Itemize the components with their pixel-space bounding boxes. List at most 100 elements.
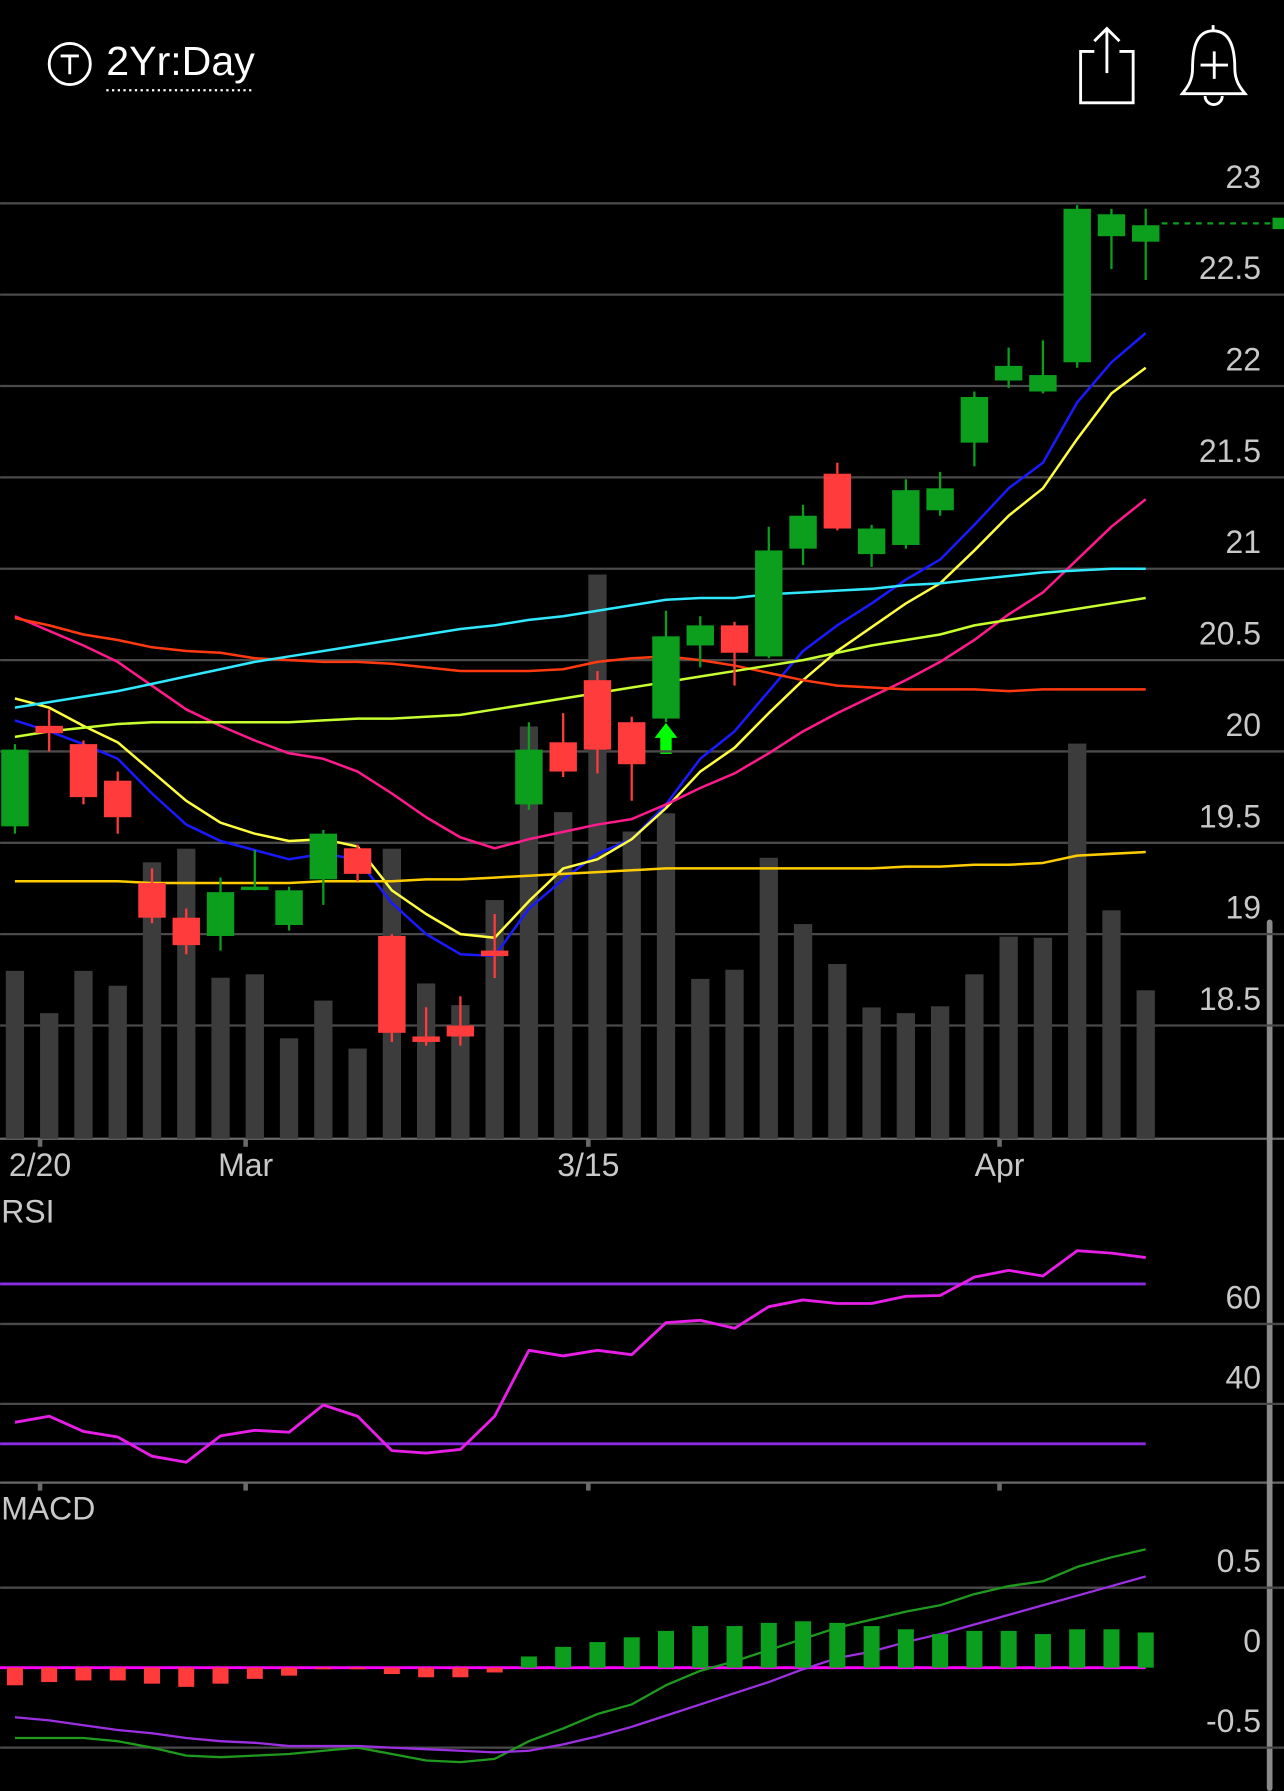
moving-average-line [14, 332, 1147, 958]
volume-bar [314, 1000, 333, 1139]
macd-histogram-bar [966, 1630, 983, 1668]
y-tick-label: 18.5 [1199, 981, 1261, 1017]
volume-bar [896, 1013, 915, 1139]
volume-bar [1136, 990, 1155, 1139]
candle-body [206, 892, 235, 936]
y-tick-label: 0.5 [1217, 1543, 1261, 1579]
volume-bar [793, 924, 813, 1139]
candle-body [823, 473, 852, 529]
candle-body [1, 749, 29, 827]
macd-histogram-bar [75, 1667, 92, 1681]
y-tick-label: 22 [1226, 341, 1262, 377]
timeframe[interactable]: 2Yr:Day [106, 38, 255, 84]
candle-body [378, 935, 406, 1033]
candle-body [994, 365, 1023, 381]
moving-average-line [14, 567, 1146, 709]
volume-bar [759, 857, 778, 1139]
ticker-icon [47, 41, 92, 86]
macd-histogram-bar [1069, 1629, 1086, 1668]
share-button[interactable] [1079, 26, 1135, 105]
candle-body [686, 625, 714, 646]
candle-body [789, 515, 817, 549]
y-tick-label: 60 [1226, 1279, 1262, 1315]
volume-bar [691, 978, 710, 1139]
alert-button[interactable] [1179, 25, 1248, 106]
x-tick-label: 2/20 [9, 1147, 71, 1183]
macd-histogram-bar [178, 1667, 195, 1687]
candle-body [309, 833, 338, 880]
x-tick-label: Mar [218, 1147, 273, 1183]
y-tick-label: 40 [1226, 1359, 1262, 1395]
candle-body [35, 725, 63, 734]
macd-histogram-bar [555, 1646, 572, 1668]
volume-bar [348, 1048, 367, 1139]
macd-histogram-bar [41, 1667, 58, 1683]
macd-histogram-bar [863, 1626, 880, 1668]
candle-body [172, 917, 200, 946]
macd-histogram-bar [315, 1667, 332, 1670]
candle-body [446, 1025, 475, 1037]
volume-bar [828, 964, 847, 1139]
scrollbar[interactable] [1266, 919, 1273, 1791]
x-tick-label: 3/15 [557, 1147, 619, 1183]
volume-bar [1102, 910, 1121, 1139]
x-tick-label: Apr [975, 1147, 1025, 1183]
candle-body [549, 742, 577, 772]
macd-histogram-bar [6, 1667, 23, 1686]
candle-body [755, 550, 783, 657]
candle-body [69, 744, 98, 798]
volume-bar [108, 985, 127, 1139]
volume-bar [40, 1013, 59, 1139]
candle-body [892, 490, 920, 545]
volume-bar [451, 1005, 470, 1139]
candle-body [138, 882, 166, 918]
panel-title: RSI [1, 1194, 54, 1230]
last-price-marker [1272, 217, 1284, 230]
macd-histogram-bar [932, 1634, 949, 1668]
volume-bar [485, 900, 504, 1139]
macd-histogram-bar [1103, 1629, 1120, 1668]
macd-histogram-bar [897, 1629, 914, 1668]
macd-histogram-bar [246, 1667, 263, 1679]
y-tick-label: 22.5 [1199, 250, 1261, 286]
macd-histogram-bar [212, 1667, 229, 1684]
volume-bar [862, 1007, 881, 1139]
y-tick-label: 20 [1226, 707, 1262, 743]
candle-body [926, 488, 954, 511]
candle-body [960, 396, 989, 443]
candle-body [652, 636, 680, 719]
moving-average-line [14, 850, 1146, 885]
candle-body [241, 886, 269, 891]
moving-average-line [14, 616, 1146, 693]
macd-line [14, 1575, 1147, 1754]
indicator-line [14, 1249, 1146, 1464]
volume-bar [245, 974, 264, 1139]
volume-bar [519, 726, 539, 1139]
y-tick-label: 21.5 [1199, 433, 1261, 469]
ticker-icon-letter [60, 54, 79, 75]
candle-body [1097, 214, 1126, 237]
moving-average-line [14, 366, 1147, 940]
candle-body [1029, 375, 1057, 392]
volume-bar [930, 1006, 950, 1139]
volume-bar [656, 813, 676, 1139]
macd-histogram-bar [1034, 1634, 1051, 1668]
panel-title: MACD [1, 1491, 95, 1527]
macd-histogram-bar [349, 1667, 366, 1670]
volume-bar [999, 936, 1018, 1139]
candle-body [1063, 208, 1091, 363]
volume-bar [5, 970, 25, 1139]
macd-histogram-bar [281, 1667, 298, 1676]
bell-icon-clapper [1203, 25, 1224, 106]
y-tick-label: 19.5 [1199, 798, 1261, 834]
timeframe-button[interactable]: 2Yr:Day [47, 38, 255, 92]
share-icon-arrow [1093, 26, 1121, 74]
macd-line [14, 1548, 1146, 1764]
y-tick-label: 21 [1226, 524, 1262, 560]
macd-histogram-bar [795, 1621, 812, 1668]
buy-signal-arrow [654, 723, 678, 754]
macd-histogram-bar [520, 1656, 537, 1668]
y-tick-label: 20.5 [1199, 616, 1261, 652]
